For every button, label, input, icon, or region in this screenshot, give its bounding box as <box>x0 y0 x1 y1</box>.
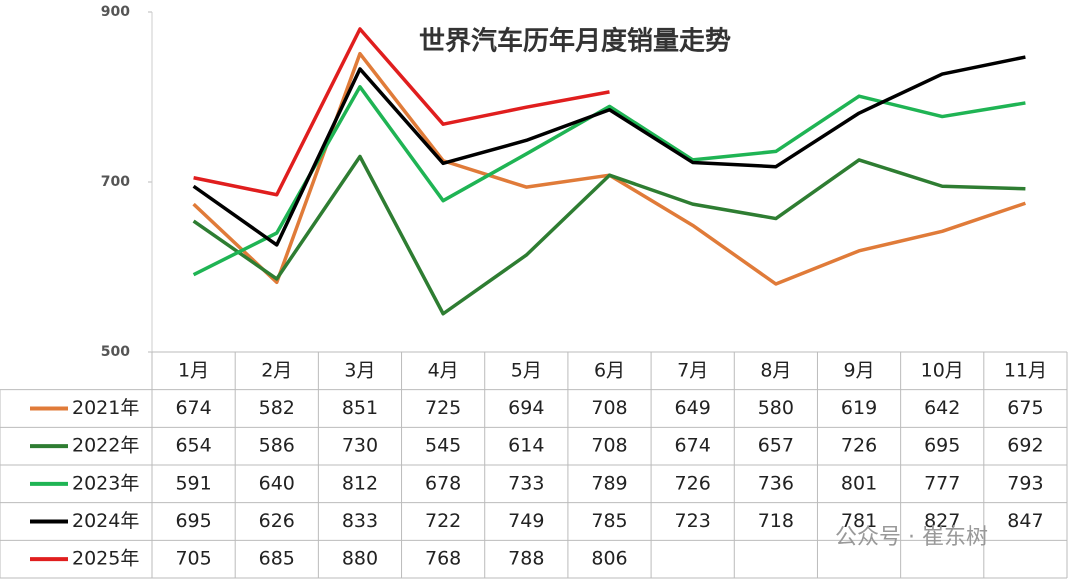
table-value: 726 <box>841 435 877 457</box>
table-value: 789 <box>591 472 627 494</box>
table-value: 812 <box>342 472 378 494</box>
table-value: 692 <box>1007 435 1043 457</box>
table-value: 591 <box>175 472 211 494</box>
legend-label: 2022年 <box>72 435 139 457</box>
table-value: 806 <box>591 548 627 570</box>
table-value: 736 <box>758 472 794 494</box>
table-value: 725 <box>425 397 461 419</box>
x-tick-label: 4月 <box>428 359 459 381</box>
x-tick-label: 2月 <box>261 359 292 381</box>
table-value: 733 <box>508 472 544 494</box>
table-value: 614 <box>508 435 544 457</box>
series-line <box>193 27 610 197</box>
x-tick-label: 11月 <box>1004 359 1047 381</box>
table-value: 657 <box>758 435 794 457</box>
y-tick-label: 500 <box>101 344 130 360</box>
table-value: 768 <box>425 548 461 570</box>
x-tick-label: 6月 <box>594 359 625 381</box>
watermark: 公众号 · 崔东树 <box>835 525 988 550</box>
table-value: 626 <box>259 510 295 532</box>
table-value: 695 <box>924 435 960 457</box>
table-value: 801 <box>841 472 877 494</box>
table-value: 705 <box>175 548 211 570</box>
legend-label: 2023年 <box>72 472 139 494</box>
table-value: 695 <box>175 510 211 532</box>
x-tick-label: 9月 <box>843 359 874 381</box>
table-value: 674 <box>675 435 711 457</box>
table-value: 722 <box>425 510 461 532</box>
y-tick-label: 900 <box>101 4 130 20</box>
table-value: 708 <box>591 435 627 457</box>
table-value: 586 <box>259 435 295 457</box>
table-value: 749 <box>508 510 544 532</box>
table-value: 545 <box>425 435 461 457</box>
table-value: 678 <box>425 472 461 494</box>
x-tick-label: 1月 <box>178 359 209 381</box>
x-tick-label: 8月 <box>760 359 791 381</box>
table-value: 788 <box>508 548 544 570</box>
series-line <box>192 85 1026 277</box>
legend-label: 2021年 <box>72 397 139 419</box>
table-value: 708 <box>591 397 627 419</box>
y-tick-label: 700 <box>101 174 130 190</box>
x-tick-label: 5月 <box>511 359 542 381</box>
table-value: 777 <box>924 472 960 494</box>
table-value: 649 <box>675 397 711 419</box>
x-tick-label: 10月 <box>921 359 964 381</box>
table-value: 654 <box>175 435 211 457</box>
table-value: 880 <box>342 548 378 570</box>
table-value: 685 <box>259 548 295 570</box>
table-value: 851 <box>342 397 378 419</box>
table-value: 781 <box>841 510 877 532</box>
table-value: 642 <box>924 397 960 419</box>
table-value: 847 <box>1007 510 1043 532</box>
series-line <box>192 51 1026 286</box>
table-value: 827 <box>924 510 960 532</box>
table-value: 793 <box>1007 472 1043 494</box>
table-value: 833 <box>342 510 378 532</box>
chart-title: 世界汽车历年月度销量走势 <box>419 26 731 57</box>
table-value: 718 <box>758 510 794 532</box>
table-value: 730 <box>342 435 378 457</box>
table-value: 675 <box>1007 397 1043 419</box>
table-value: 580 <box>758 397 794 419</box>
table-value: 674 <box>175 397 211 419</box>
x-tick-label: 7月 <box>677 359 708 381</box>
table-value: 723 <box>675 510 711 532</box>
table-value: 640 <box>259 472 295 494</box>
table-value: 726 <box>675 472 711 494</box>
table-value: 619 <box>841 397 877 419</box>
series-line <box>192 154 1026 316</box>
table-value: 785 <box>591 510 627 532</box>
table-value: 582 <box>259 397 295 419</box>
table-value: 694 <box>508 397 544 419</box>
legend-label: 2024年 <box>72 510 139 532</box>
x-tick-label: 3月 <box>344 359 375 381</box>
legend-label: 2025年 <box>72 548 139 570</box>
series-line <box>192 55 1026 247</box>
